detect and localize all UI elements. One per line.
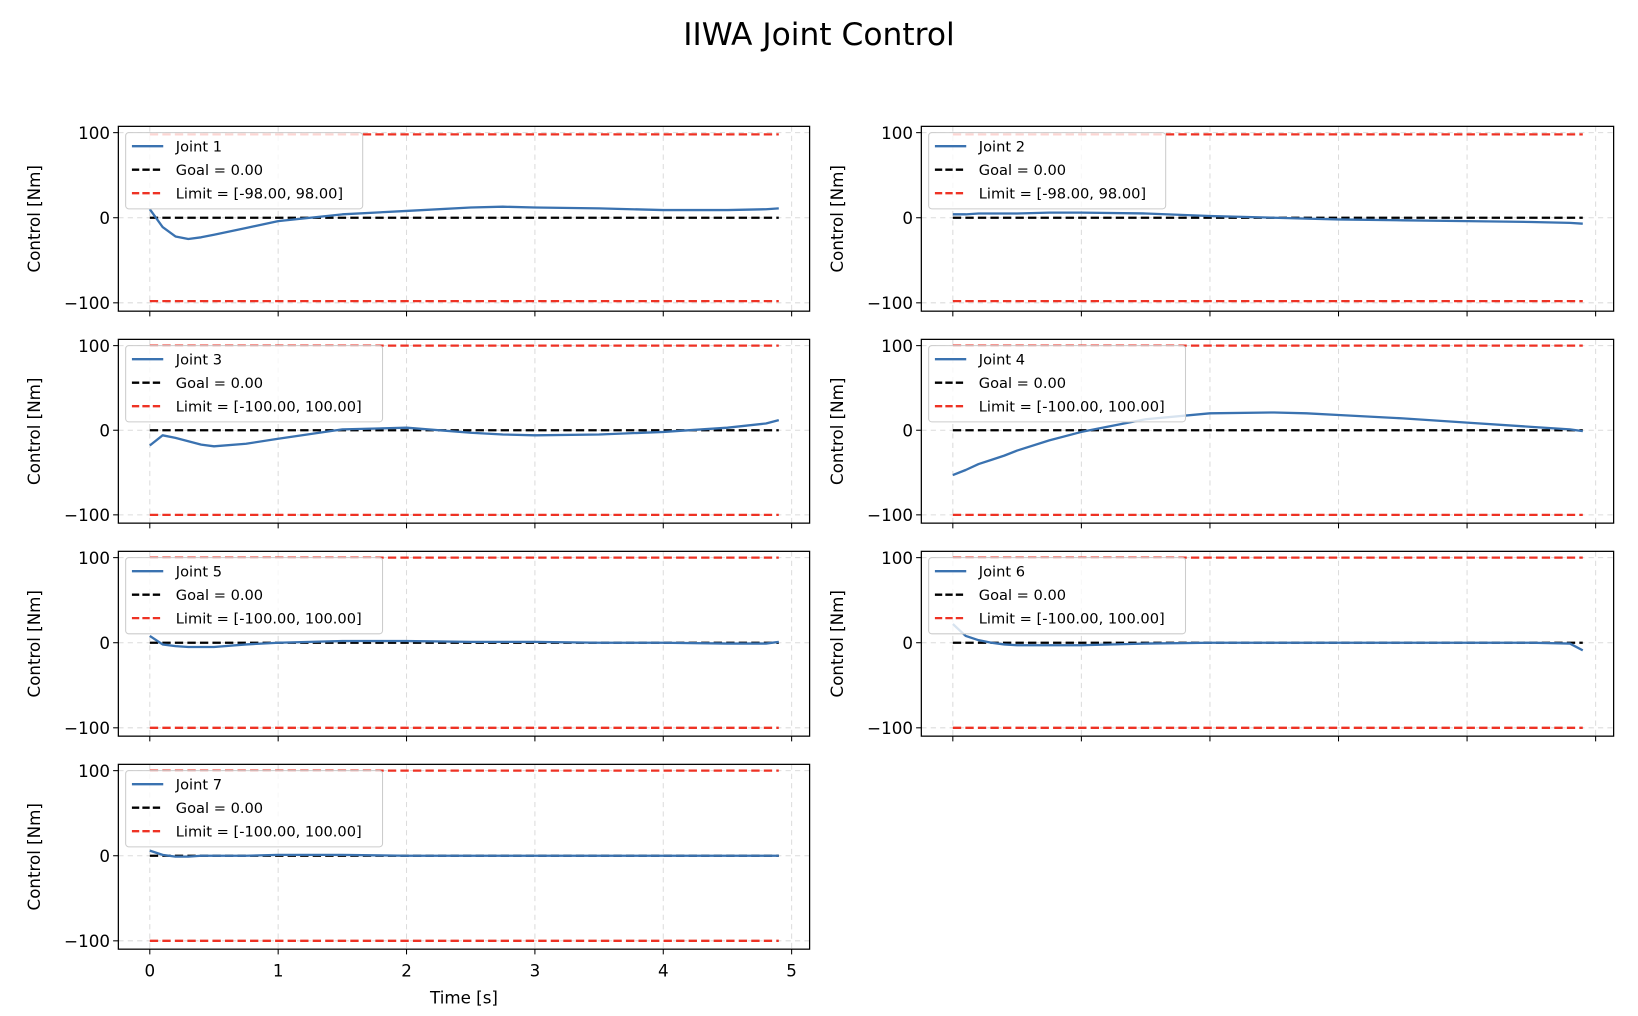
legend: Joint 3 Goal = 0.00 Limit = [-100.00, 100.…	[125, 345, 384, 423]
y-axis-label: Control [Nm]	[24, 590, 44, 697]
y-axis-label: Control [Nm]	[24, 165, 44, 272]
y-tick-label: 100	[78, 548, 110, 568]
legend-box	[125, 132, 364, 210]
legend-box	[125, 557, 384, 635]
y-tick-label: −100	[867, 293, 913, 313]
y-tick-label: 0	[99, 633, 110, 653]
legend-box	[928, 345, 1187, 423]
legend-series-label: Joint 2	[978, 138, 1025, 155]
subplot-joint-6: 100 0 −100 Control [Nm] Joint 6 Goal = 0.00 Li…	[827, 548, 1615, 742]
axes-frame	[920, 338, 1615, 524]
legend-limit-label: Limit = [-100.00, 100.00]	[979, 610, 1165, 627]
y-axis-label: Control [Nm]	[24, 803, 44, 910]
legend: Joint 2 Goal = 0.00 Limit = [-98.00, 98.00…	[928, 132, 1167, 210]
legend-goal-label: Goal = 0.00	[979, 375, 1066, 392]
y-tick-label: 100	[78, 761, 110, 781]
y-tick-label: 100	[881, 548, 913, 568]
y-tick-label: 100	[881, 336, 913, 356]
series-line-joint-5	[149, 634, 779, 649]
legend-limit-label: Limit = [-100.00, 100.00]	[176, 610, 362, 627]
y-tick-label: −100	[64, 931, 110, 951]
legend-box	[125, 345, 384, 423]
legend-goal-label: Goal = 0.00	[176, 162, 263, 179]
axes-frame	[117, 125, 811, 312]
legend-box	[928, 557, 1187, 635]
y-tick-label: 0	[99, 421, 110, 441]
legend-limit-label: Limit = [-98.00, 98.00]	[979, 185, 1146, 202]
axes-frame	[117, 338, 811, 524]
subplot-joint-2: 100 0 −100 Control [Nm] Joint 2 Goal = 0.00 Li…	[827, 123, 1615, 317]
legend-goal-label: Goal = 0.00	[979, 587, 1066, 604]
figure-title: IIWA Joint Control	[683, 17, 954, 53]
legend-goal-label: Goal = 0.00	[979, 162, 1066, 179]
axes-frame	[920, 125, 1615, 312]
axes-frame	[117, 550, 811, 737]
y-axis-label: Control [Nm]	[827, 590, 847, 697]
subplot-joint-1: 100 0 −100 Control [Nm] Joint 1 Goal = 0.00 Li…	[24, 123, 811, 317]
legend: Joint 7 Goal = 0.00 Limit = [-100.00, 100.…	[125, 770, 384, 848]
y-axis-label: Control [Nm]	[24, 378, 44, 485]
legend-goal-label: Goal = 0.00	[176, 587, 263, 604]
x-tick-label: 5	[786, 960, 797, 980]
legend: Joint 1 Goal = 0.00 Limit = [-98.00, 98.00…	[125, 132, 364, 210]
y-axis-label: Control [Nm]	[827, 378, 847, 485]
legend-series-label: Joint 6	[978, 563, 1025, 580]
series-line-joint-7	[149, 849, 779, 858]
x-tick-label: 2	[401, 960, 412, 980]
y-tick-label: 100	[78, 336, 110, 356]
y-tick-label: 0	[99, 208, 110, 228]
subplot-joint-7: 0 1 2 3 4 5 100 0 −100 Control [Nm] Time [s] Joint …	[24, 761, 811, 1007]
subplot-joint-4: 100 0 −100 Control [Nm] Joint 4 Goal = 0.00 Li…	[827, 336, 1615, 529]
series-line-joint-1	[148, 205, 779, 241]
legend-limit-label: Limit = [-98.00, 98.00]	[176, 185, 343, 202]
legend-limit-label: Limit = [-100.00, 100.00]	[979, 398, 1165, 415]
legend-box	[928, 132, 1167, 210]
series-line-joint-6	[952, 623, 1584, 652]
y-tick-label: 0	[902, 633, 913, 653]
legend-limit-label: Limit = [-100.00, 100.00]	[176, 823, 362, 840]
subplot-joint-5: 100 0 −100 Control [Nm] Joint 5 Goal = 0.00 Li…	[24, 548, 811, 742]
y-tick-label: −100	[867, 505, 913, 525]
legend-series-label: Joint 1	[175, 138, 222, 155]
x-axis-label: Time [s]	[429, 987, 498, 1007]
legend-series-label: Joint 4	[978, 351, 1025, 368]
y-axis-label: Control [Nm]	[827, 165, 847, 272]
legend-goal-label: Goal = 0.00	[176, 375, 263, 392]
legend-series-label: Joint 7	[175, 776, 222, 793]
x-tick-label: 0	[144, 960, 155, 980]
series-line-joint-2	[952, 211, 1583, 225]
y-tick-label: −100	[867, 718, 913, 738]
y-tick-label: 100	[881, 123, 913, 143]
legend-goal-label: Goal = 0.00	[176, 800, 263, 817]
legend: Joint 4 Goal = 0.00 Limit = [-100.00, 100.…	[928, 345, 1187, 423]
legend-series-label: Joint 3	[175, 351, 222, 368]
y-tick-label: 100	[78, 123, 110, 143]
axes-frame	[920, 550, 1615, 737]
x-tick-label: 3	[530, 960, 541, 980]
legend-limit-label: Limit = [-100.00, 100.00]	[176, 398, 362, 415]
y-tick-label: 0	[902, 421, 913, 441]
subplot-joint-3: 100 0 −100 Control [Nm] Joint 3 Goal = 0.00 Li…	[24, 336, 811, 529]
y-tick-label: −100	[64, 718, 110, 738]
x-tick-label: 1	[273, 960, 284, 980]
y-tick-label: −100	[64, 293, 110, 313]
y-tick-label: 0	[902, 208, 913, 228]
legend-box	[125, 770, 384, 848]
legend: Joint 6 Goal = 0.00 Limit = [-100.00, 100.…	[928, 557, 1187, 635]
series-line-joint-3	[149, 418, 780, 448]
y-tick-label: 0	[99, 846, 110, 866]
legend-series-label: Joint 5	[175, 563, 222, 580]
x-tick-label: 4	[658, 960, 669, 980]
axes-frame	[117, 763, 811, 950]
legend: Joint 5 Goal = 0.00 Limit = [-100.00, 100.…	[125, 557, 384, 635]
y-tick-label: −100	[64, 505, 110, 525]
